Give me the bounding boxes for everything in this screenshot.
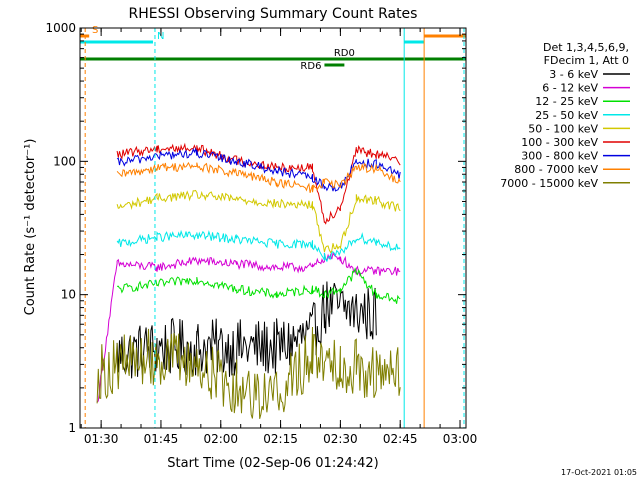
state-bars: S N RD0 RD6 <box>80 25 466 72</box>
state-label-s: S <box>92 25 98 36</box>
series-group <box>96 142 401 419</box>
series-100-300-kev <box>116 142 401 225</box>
x-tick-label-01-45: 01:45 <box>144 432 179 446</box>
series-800-7000-kev <box>116 161 401 193</box>
legend-label-800-7000-kev: 800 - 7000 keV <box>514 163 598 176</box>
legend-header-2: FDecim 1, Att 0 <box>544 54 629 67</box>
state-label-rd0: RD0 <box>334 48 355 59</box>
series-6-12-kev <box>96 251 401 403</box>
state-label-rd6: RD6 <box>300 61 321 72</box>
x-tick-label-01-30: 01:30 <box>84 432 119 446</box>
x-tick-label-02-45: 02:45 <box>383 432 418 446</box>
x-tick-label-02-15: 02:15 <box>263 432 298 446</box>
series-25-50-kev <box>116 229 401 263</box>
legend-label-25-50-kev: 25 - 50 keV <box>535 109 598 122</box>
legend-label-100-300-kev: 100 - 300 keV <box>521 136 598 149</box>
series-3-6-kev <box>116 281 377 379</box>
x-tick-label-02-30: 02:30 <box>323 432 358 446</box>
legend-header-1: Det 1,3,4,5,6,9, <box>543 41 629 54</box>
state-label-n: N <box>157 31 164 42</box>
x-tick-label-03-00: 03:00 <box>443 432 478 446</box>
x-tick-label-02-00: 02:00 <box>203 432 238 446</box>
axis-ticks: 01:30 01:45 02:00 02:15 02:30 02:45 03:00 1 10 10… <box>45 21 477 446</box>
series-12-25-kev <box>117 267 401 304</box>
plot-frame <box>79 27 467 429</box>
y-axis-label: Count Rate (s⁻¹ detector⁻¹) <box>23 139 38 316</box>
y-tick-label-1000: 1000 <box>45 21 76 35</box>
legend-label-50-100-kev: 50 - 100 keV <box>528 122 598 135</box>
x-axis-label: Start Time (02-Sep-06 01:24:42) <box>167 456 378 471</box>
series-50-100-kev <box>116 189 401 254</box>
legend-label-6-12-kev: 6 - 12 keV <box>542 82 598 95</box>
legend-label-7000-15000-kev: 7000 - 15000 keV <box>500 177 598 190</box>
series-300-800-kev <box>116 147 401 192</box>
legend-label-3-6-kev: 3 - 6 keV <box>549 68 598 81</box>
legend-label-12-25-kev: 12 - 25 keV <box>535 95 598 108</box>
chart-title: RHESSI Observing Summary Count Rates <box>129 6 418 22</box>
legend-label-300-800-kev: 300 - 800 keV <box>521 150 598 163</box>
y-tick-label-10: 10 <box>61 288 76 302</box>
series-7000-15000-kev <box>96 326 401 419</box>
footer-timestamp: 17-Oct-2021 01:05 <box>561 468 637 477</box>
marker-lines <box>84 28 465 428</box>
y-tick-label-1: 1 <box>68 421 76 435</box>
y-tick-label-100: 100 <box>53 154 76 168</box>
